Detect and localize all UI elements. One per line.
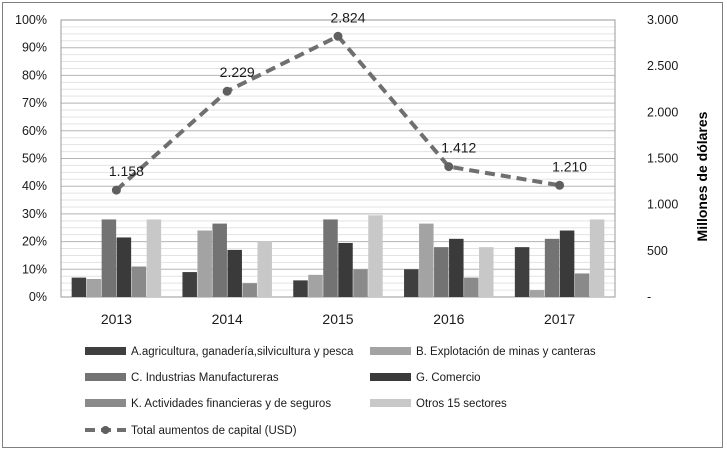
bar	[293, 280, 308, 297]
total-data-label: 1.158	[109, 163, 144, 179]
y-left-tick-label: 40%	[22, 179, 47, 193]
x-category-label: 2014	[212, 311, 243, 327]
total-line-point	[444, 162, 454, 172]
legend-line-marker	[101, 426, 110, 434]
y-right-tick-label: 1.500	[647, 152, 678, 166]
total-line	[115, 33, 560, 192]
legend-label: K. Actividades financieras y de seguros	[131, 398, 331, 410]
x-category-label: 2016	[433, 311, 464, 327]
legend-swatch	[370, 347, 411, 355]
x-category-label: 2017	[544, 311, 575, 327]
bar	[479, 247, 494, 297]
y-left-tick-label: 50%	[22, 152, 47, 166]
y-left-tick-label: 20%	[22, 235, 47, 249]
bar	[101, 219, 117, 297]
x-category-label: 2015	[322, 311, 353, 327]
legend-label: Total aumentos de capital (USD)	[131, 425, 297, 437]
bar	[338, 242, 353, 297]
y-left-tick-label: 100%	[15, 13, 47, 27]
bar	[589, 219, 605, 297]
bar	[131, 266, 147, 297]
total-line-point	[555, 180, 565, 190]
bar	[323, 219, 338, 297]
legend-label: G. Comercio	[416, 372, 481, 384]
bar	[308, 274, 323, 297]
y-left-tick-label: 30%	[22, 207, 47, 221]
bar	[559, 230, 575, 297]
legend-label: B. Explotación de minas y canteras	[416, 346, 596, 358]
bar	[257, 241, 272, 297]
bar	[544, 238, 560, 297]
bar	[574, 273, 590, 297]
bar	[419, 223, 434, 297]
y-right-tick-label: 1.000	[647, 198, 678, 212]
y-right-tick-label: 2.500	[647, 59, 678, 73]
bar	[86, 278, 102, 297]
legend-swatch	[85, 399, 126, 407]
bar	[71, 277, 87, 297]
total-line-point	[333, 31, 343, 41]
legend-swatch	[85, 347, 126, 355]
legend-label: C. Industrias Manufactureras	[131, 372, 279, 384]
bar	[404, 269, 419, 297]
legend-swatch	[370, 373, 411, 381]
legend-label: Otros 15 sectores	[416, 398, 507, 410]
bar	[146, 219, 162, 297]
bar	[116, 237, 132, 297]
y-left-tick-label: 60%	[22, 124, 47, 138]
total-line-point	[222, 86, 232, 96]
total-data-label: 2.824	[330, 9, 365, 25]
total-data-label: 1.210	[552, 158, 587, 174]
y-right-tick-label: 2.000	[647, 105, 678, 119]
bar	[212, 223, 227, 297]
bar	[368, 215, 383, 297]
bar	[529, 290, 545, 297]
plot-area-border	[60, 19, 616, 298]
chart-frame	[2, 2, 723, 448]
y-right-tick-label: 3.000	[647, 13, 678, 27]
y-right-tick-label: -	[647, 290, 651, 304]
bar	[242, 283, 257, 297]
x-category-label: 2013	[101, 311, 132, 327]
y-right-tick-label: 500	[647, 244, 668, 258]
total-data-label: 2.229	[220, 64, 255, 80]
bar	[182, 272, 197, 297]
legend-label: A.agricultura, ganadería,silvicultura y …	[131, 346, 354, 358]
y-left-tick-label: 10%	[22, 262, 47, 276]
total-line-point	[111, 185, 121, 195]
y-right-axis-title: Millones de dólares	[694, 111, 710, 241]
bar	[227, 249, 242, 297]
bar	[449, 238, 464, 297]
bar	[514, 247, 530, 297]
legend-swatch	[370, 399, 411, 407]
total-data-label: 1.412	[441, 140, 476, 156]
bar	[464, 277, 479, 297]
y-left-tick-label: 90%	[22, 41, 47, 55]
y-left-tick-label: 0%	[29, 290, 47, 304]
bar	[434, 247, 449, 297]
y-left-tick-label: 80%	[22, 68, 47, 82]
legend-swatch	[85, 373, 126, 381]
bar	[353, 269, 368, 297]
bar	[197, 230, 212, 297]
y-left-tick-label: 70%	[22, 96, 47, 110]
